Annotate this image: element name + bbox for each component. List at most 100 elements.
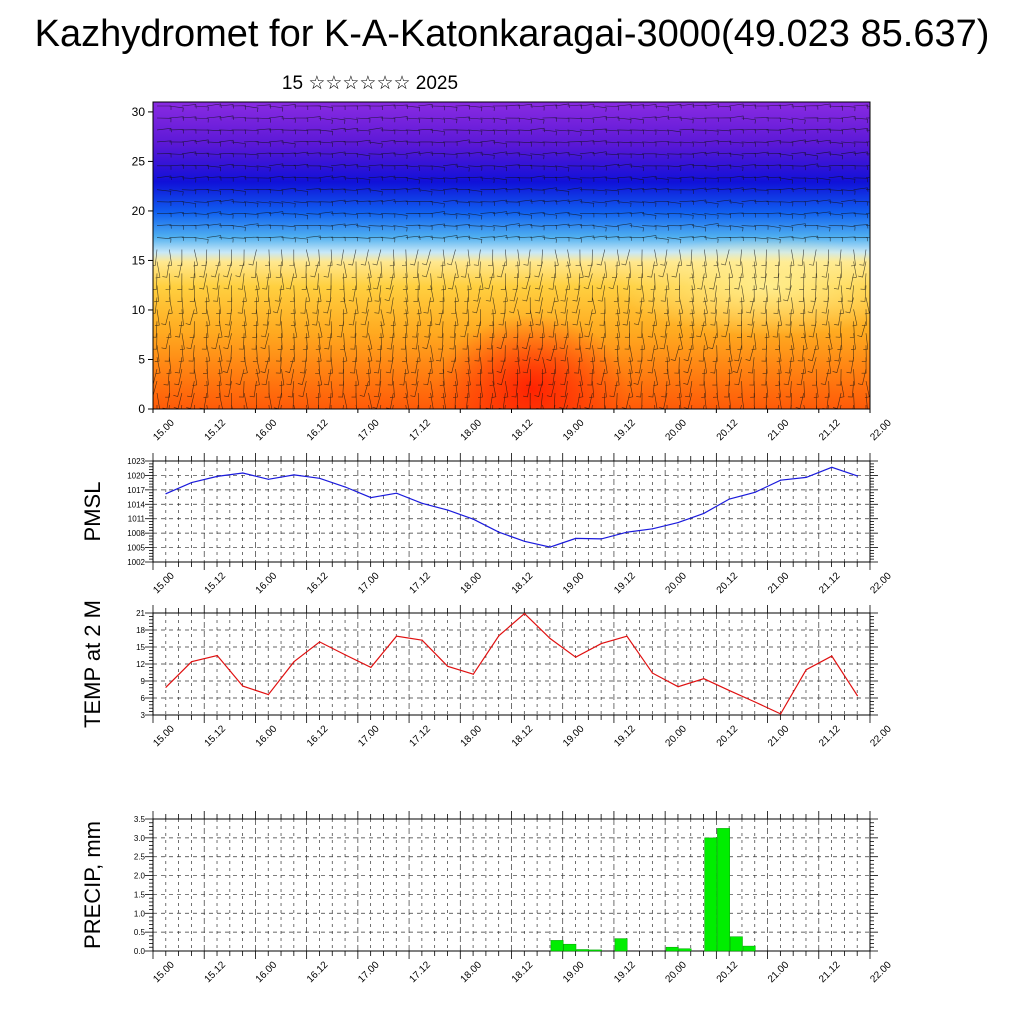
- x-tick-label: 20.00: [663, 570, 689, 596]
- y-tick-label: 15: [136, 643, 145, 652]
- chart-subtitle: 15 ☆☆☆☆☆☆ 2025: [281, 73, 459, 94]
- temp-point: [293, 661, 295, 663]
- x-tick-label: 15.12: [203, 723, 229, 749]
- pmsl-point: [754, 491, 756, 493]
- y-tick-label: 1020: [127, 471, 145, 480]
- x-tick-label: 20.00: [663, 959, 689, 985]
- x-tick-label: 18.00: [459, 570, 485, 596]
- x-tick-label: 22.00: [868, 723, 894, 749]
- y-tick-label: 12: [136, 660, 145, 669]
- y-tick-label: 3.0: [134, 834, 146, 843]
- x-tick-label: 15.00: [151, 570, 177, 596]
- precip-bar: [614, 938, 628, 952]
- y-tick-label: 20: [132, 204, 146, 218]
- pmsl-point: [549, 546, 551, 548]
- x-tick-label: 17.00: [356, 959, 382, 985]
- x-tick-label: 15.00: [151, 417, 177, 443]
- y-tick-label: 18: [136, 626, 145, 635]
- x-tick-label: 22.00: [868, 570, 894, 596]
- x-tick-label: 20.00: [663, 723, 689, 749]
- pmsl-frame: [152, 460, 871, 563]
- temp-point: [780, 713, 782, 715]
- temp-axis-title: TEMP at 2 M: [80, 600, 105, 728]
- x-tick-label: 21.00: [766, 723, 792, 749]
- temp-ticks: [145, 605, 878, 723]
- wind-barbs: [153, 103, 870, 409]
- x-tick-label: 20.00: [663, 417, 689, 443]
- x-tick-label: 21.12: [817, 570, 843, 596]
- x-tick-label: 19.12: [612, 959, 638, 985]
- temp-series-line: [165, 612, 858, 715]
- pmsl-point: [472, 518, 474, 520]
- pmsl-point: [651, 528, 654, 530]
- y-tick-label: 2.0: [134, 872, 146, 881]
- y-tick-label: 10: [132, 303, 146, 317]
- x-tick-label: 21.12: [817, 959, 843, 985]
- x-tick-label: 16.00: [254, 959, 280, 985]
- x-tick-label: 21.00: [766, 570, 792, 596]
- precip-axis-title: PRECIP, mm: [80, 821, 105, 949]
- x-tick-label: 21.12: [817, 417, 843, 443]
- y-tick-label: 1008: [127, 529, 145, 538]
- precip-bar: [589, 949, 602, 952]
- temp-point: [242, 685, 244, 687]
- pmsl-point: [498, 531, 500, 533]
- pmsl-series-line: [165, 466, 858, 548]
- x-tick-label: 15.12: [203, 417, 229, 443]
- y-tick-label: 1.0: [134, 909, 146, 918]
- temp-point: [344, 654, 346, 656]
- precip-bar: [678, 948, 692, 952]
- x-tick-label: 19.00: [561, 417, 587, 443]
- precip-frame: [152, 818, 871, 952]
- pmsl-point: [780, 479, 782, 481]
- temp-point: [677, 686, 679, 688]
- x-tick-label: 19.00: [561, 959, 587, 985]
- x-tick-label: 19.00: [561, 723, 587, 749]
- precip-bar: [563, 943, 577, 952]
- y-tick-label: 25: [132, 154, 146, 168]
- temp-point: [498, 635, 500, 637]
- x-tick-label: 19.00: [561, 570, 587, 596]
- precip-bar: [665, 946, 679, 952]
- pmsl-point: [242, 472, 244, 474]
- y-tick-label: 6: [141, 694, 146, 703]
- temp-point: [831, 655, 833, 657]
- temp-point: [600, 643, 602, 645]
- precip-bar: [717, 828, 730, 952]
- y-tick-label: 30: [132, 105, 146, 119]
- y-tick-label: 1005: [127, 544, 145, 553]
- pmsl-point: [191, 482, 193, 484]
- y-tick-label: 3.5: [134, 815, 146, 824]
- temp-point: [267, 694, 269, 696]
- temp-point: [651, 672, 654, 674]
- x-tick-label: 22.00: [868, 959, 894, 985]
- y-tick-label: 0: [138, 402, 145, 416]
- pmsl-point: [395, 492, 398, 494]
- precip-bar: [729, 936, 743, 952]
- x-tick-label: 17.12: [407, 570, 433, 596]
- x-tick-label: 21.00: [766, 417, 792, 443]
- pmsl-point: [523, 540, 526, 542]
- precip-bar: [704, 837, 718, 952]
- pmsl-point: [677, 522, 679, 524]
- x-tick-label: 18.00: [459, 723, 485, 749]
- x-tick-label: 17.12: [407, 723, 433, 749]
- temp-point: [549, 637, 551, 640]
- precip-bar: [550, 940, 564, 952]
- pmsl-point: [216, 475, 218, 477]
- pmsl-point: [165, 493, 167, 495]
- x-tick-label: 18.00: [459, 959, 485, 985]
- temp-point: [370, 666, 372, 669]
- pmsl-point: [805, 476, 807, 478]
- x-tick-label: 17.12: [407, 959, 433, 985]
- y-tick-label: 0.5: [134, 928, 146, 937]
- precip-bar: [576, 949, 590, 952]
- pmsl-point: [370, 497, 372, 499]
- pmsl-point: [447, 509, 449, 511]
- y-tick-label: 3: [141, 711, 146, 720]
- x-tick-label: 15.12: [203, 959, 229, 985]
- pmsl-point: [267, 478, 269, 480]
- y-tick-label: 2.5: [134, 853, 146, 862]
- pmsl-point: [344, 486, 346, 488]
